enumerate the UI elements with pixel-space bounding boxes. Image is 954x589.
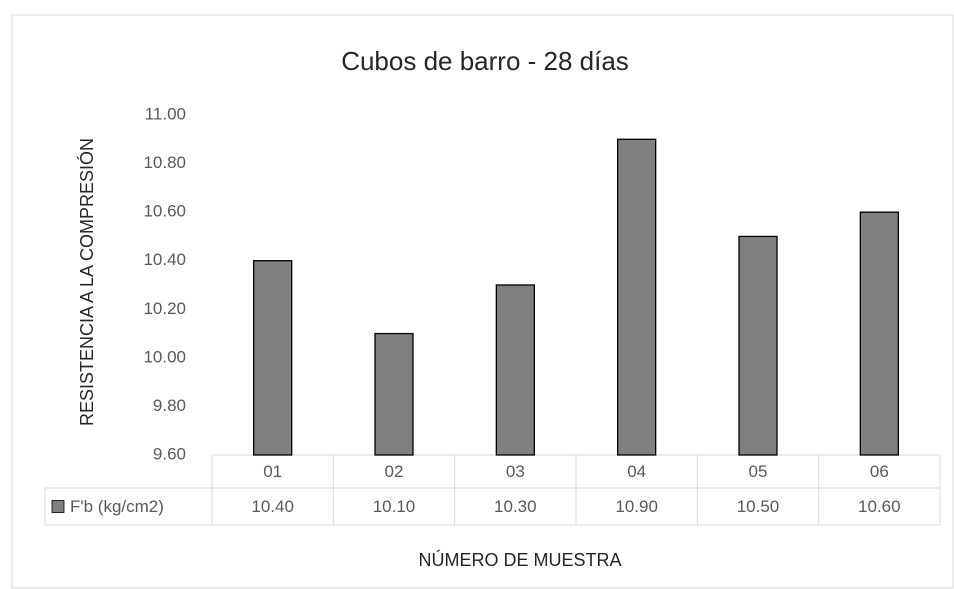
data-table-value: 10.10 [373, 497, 416, 516]
bar [253, 260, 293, 456]
bar [495, 284, 535, 456]
y-tick-label: 10.80 [143, 153, 186, 172]
bar [617, 138, 657, 456]
chart-area [11, 14, 954, 589]
data-table-value: 10.90 [615, 497, 658, 516]
y-tick-label: 10.00 [143, 347, 186, 366]
chart-title: Cubos de barro - 28 días [341, 46, 629, 76]
y-tick-label: 10.40 [143, 250, 186, 269]
data-table-value: 10.60 [858, 497, 901, 516]
bar [738, 235, 778, 456]
bar [374, 332, 414, 456]
y-tick-label: 10.60 [143, 202, 186, 221]
y-tick-label: 11.00 [145, 104, 186, 123]
data-table-value: 10.40 [251, 497, 294, 516]
legend-label: F'b (kg/cm2) [70, 497, 164, 516]
y-tick-label: 10.20 [143, 299, 186, 318]
x-tick-label: 04 [627, 462, 646, 481]
x-tick-label: 06 [870, 462, 889, 481]
x-tick-label: 05 [749, 462, 768, 481]
y-tick-label: 9.80 [153, 396, 186, 415]
x-tick-label: 01 [263, 462, 282, 481]
y-tick-label: 9.60 [153, 444, 186, 463]
data-table-value: 10.50 [737, 497, 780, 516]
bar [859, 211, 899, 456]
y-axis-title: RESISTENCIA A LA COMPRESIÓN [76, 138, 97, 426]
x-tick-label: 03 [506, 462, 525, 481]
x-axis-title: NÚMERO DE MUESTRA [418, 549, 621, 570]
x-tick-label: 02 [385, 462, 404, 481]
data-table-value: 10.30 [494, 497, 537, 516]
legend-key [51, 500, 65, 513]
